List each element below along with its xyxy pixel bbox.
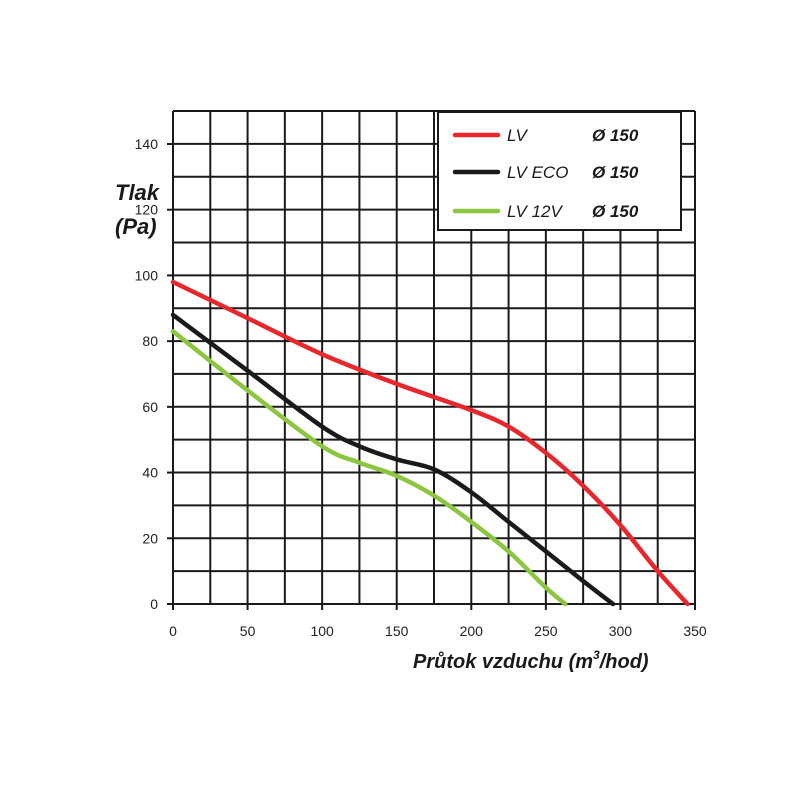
legend-diameter-lv-12v: Ø 150 — [592, 202, 639, 221]
legend-label-lv: LV — [507, 126, 529, 145]
y-tick-label: 60 — [142, 399, 158, 415]
y-tick-label: 40 — [142, 465, 158, 481]
x-tick-label: 300 — [609, 623, 633, 639]
curves — [170, 279, 690, 607]
legend-diameter-lv: Ø 150 — [592, 126, 639, 145]
legend-label-lv-eco: LV ECO — [507, 163, 568, 182]
x-tick-label: 200 — [460, 623, 484, 639]
legend-label-lv-12v: LV 12V — [507, 202, 563, 221]
series-line-lv-12v — [170, 329, 568, 607]
series-line-lv-eco — [170, 312, 616, 607]
x-tick-label: 250 — [534, 623, 558, 639]
legend: LV Ø 150 LV ECO Ø 150 LV 12V Ø 150 — [452, 126, 639, 221]
y-axis-title-line1: Tlak — [115, 180, 161, 205]
series-line-lv — [170, 279, 690, 607]
x-tick-label: 0 — [169, 623, 177, 639]
y-axis-title-line2: (Pa) — [115, 214, 157, 239]
x-axis-title-sup: 3 — [593, 648, 600, 662]
tick-labels: 0 50 100 150 200 250 300 350 0 20 40 60 80 100 120 140 — [135, 136, 707, 639]
y-tick-label: 100 — [135, 267, 159, 283]
x-axis-title-end: /hod) — [599, 651, 649, 673]
y-tick-label: 20 — [142, 530, 158, 546]
x-tick-label: 50 — [240, 623, 256, 639]
y-tick-label: 140 — [135, 136, 159, 152]
x-tick-label: 100 — [310, 623, 334, 639]
y-tick-label: 0 — [150, 596, 158, 612]
x-axis-title: Průtok vzduchu (m3/hod) — [413, 648, 649, 673]
x-tick-label: 350 — [683, 623, 707, 639]
y-tick-label: 80 — [142, 333, 158, 349]
legend-diameter-lv-eco: Ø 150 — [592, 163, 639, 182]
x-tick-label: 150 — [385, 623, 409, 639]
x-axis-title-main: Průtok vzduchu (m — [413, 651, 593, 673]
y-tick-label: 120 — [135, 202, 159, 218]
